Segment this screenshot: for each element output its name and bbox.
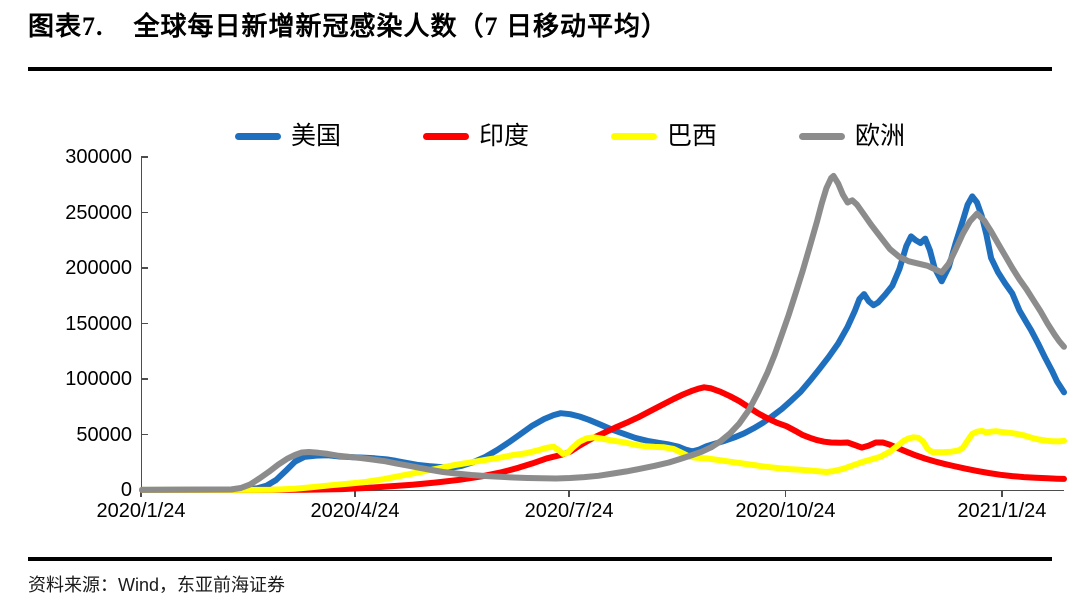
series-lines (139, 172, 1067, 493)
y-axis-label: 50000 (76, 423, 132, 446)
top-divider (28, 67, 1052, 71)
bottom-divider (28, 557, 1052, 561)
y-tick (141, 378, 148, 380)
y-tick (141, 211, 148, 214)
y-tick (141, 156, 148, 158)
legend-item-india: 印度 (422, 122, 529, 150)
legend-label-brazil: 巴西 (667, 122, 718, 150)
legend-label-india: 印度 (478, 122, 529, 150)
y-axis-label: 150000 (65, 312, 132, 335)
x-tick (1001, 490, 1003, 497)
y-axis-label: 300000 (65, 146, 132, 168)
chart-title-row: 图表7. 全球每日新增新冠感染人数（7 日移动平均） (28, 6, 1052, 43)
y-axis-label: 0 (120, 479, 132, 501)
y-axis-label: 200000 (65, 257, 132, 279)
x-axis-label: 2020/7/24 (524, 500, 614, 522)
y-tick (141, 267, 148, 269)
x-axis-label: 2020/1/24 (96, 500, 186, 522)
chart-legend: 美国 印度 巴西 欧洲 (0, 122, 1080, 150)
x-axis-label: 2020/4/24 (310, 500, 400, 522)
x-tick (140, 490, 142, 497)
legend-swatch-europe (799, 132, 846, 140)
legend-swatch-brazil (611, 132, 657, 140)
y-tick (141, 433, 148, 436)
x-axis-label: 2020/10/24 (735, 500, 836, 522)
x-tick (568, 490, 570, 497)
legend-label-us: 美国 (290, 122, 341, 150)
x-tick (784, 490, 787, 497)
line-chart: 美国 印度 巴西 欧洲 0 50000 100000 150000 200000 250000 3… (0, 100, 1080, 545)
chart-number-label: 图表7. (28, 12, 104, 41)
source-note: 资料来源：Wind，东亚前海证券 (28, 575, 286, 595)
legend-item-us: 美国 (234, 122, 341, 150)
plot-area (139, 157, 1067, 493)
chart-title: 全球每日新增新冠感染人数（7 日移动平均） (133, 12, 669, 41)
y-axis-label: 250000 (65, 201, 132, 224)
series-line-india (139, 384, 1067, 493)
legend-item-brazil: 巴西 (611, 122, 717, 150)
y-tick (141, 322, 148, 325)
legend-label-europe: 欧洲 (855, 122, 906, 150)
legend-swatch-india (422, 132, 469, 140)
legend-item-europe: 欧洲 (799, 122, 905, 150)
series-line-europe (139, 172, 1067, 493)
series-line-brazil (139, 427, 1067, 493)
y-axis-label: 100000 (65, 368, 132, 390)
x-tick (354, 490, 356, 497)
legend-swatch-us (234, 132, 281, 140)
x-axis-label: 2021/1/24 (957, 500, 1047, 522)
